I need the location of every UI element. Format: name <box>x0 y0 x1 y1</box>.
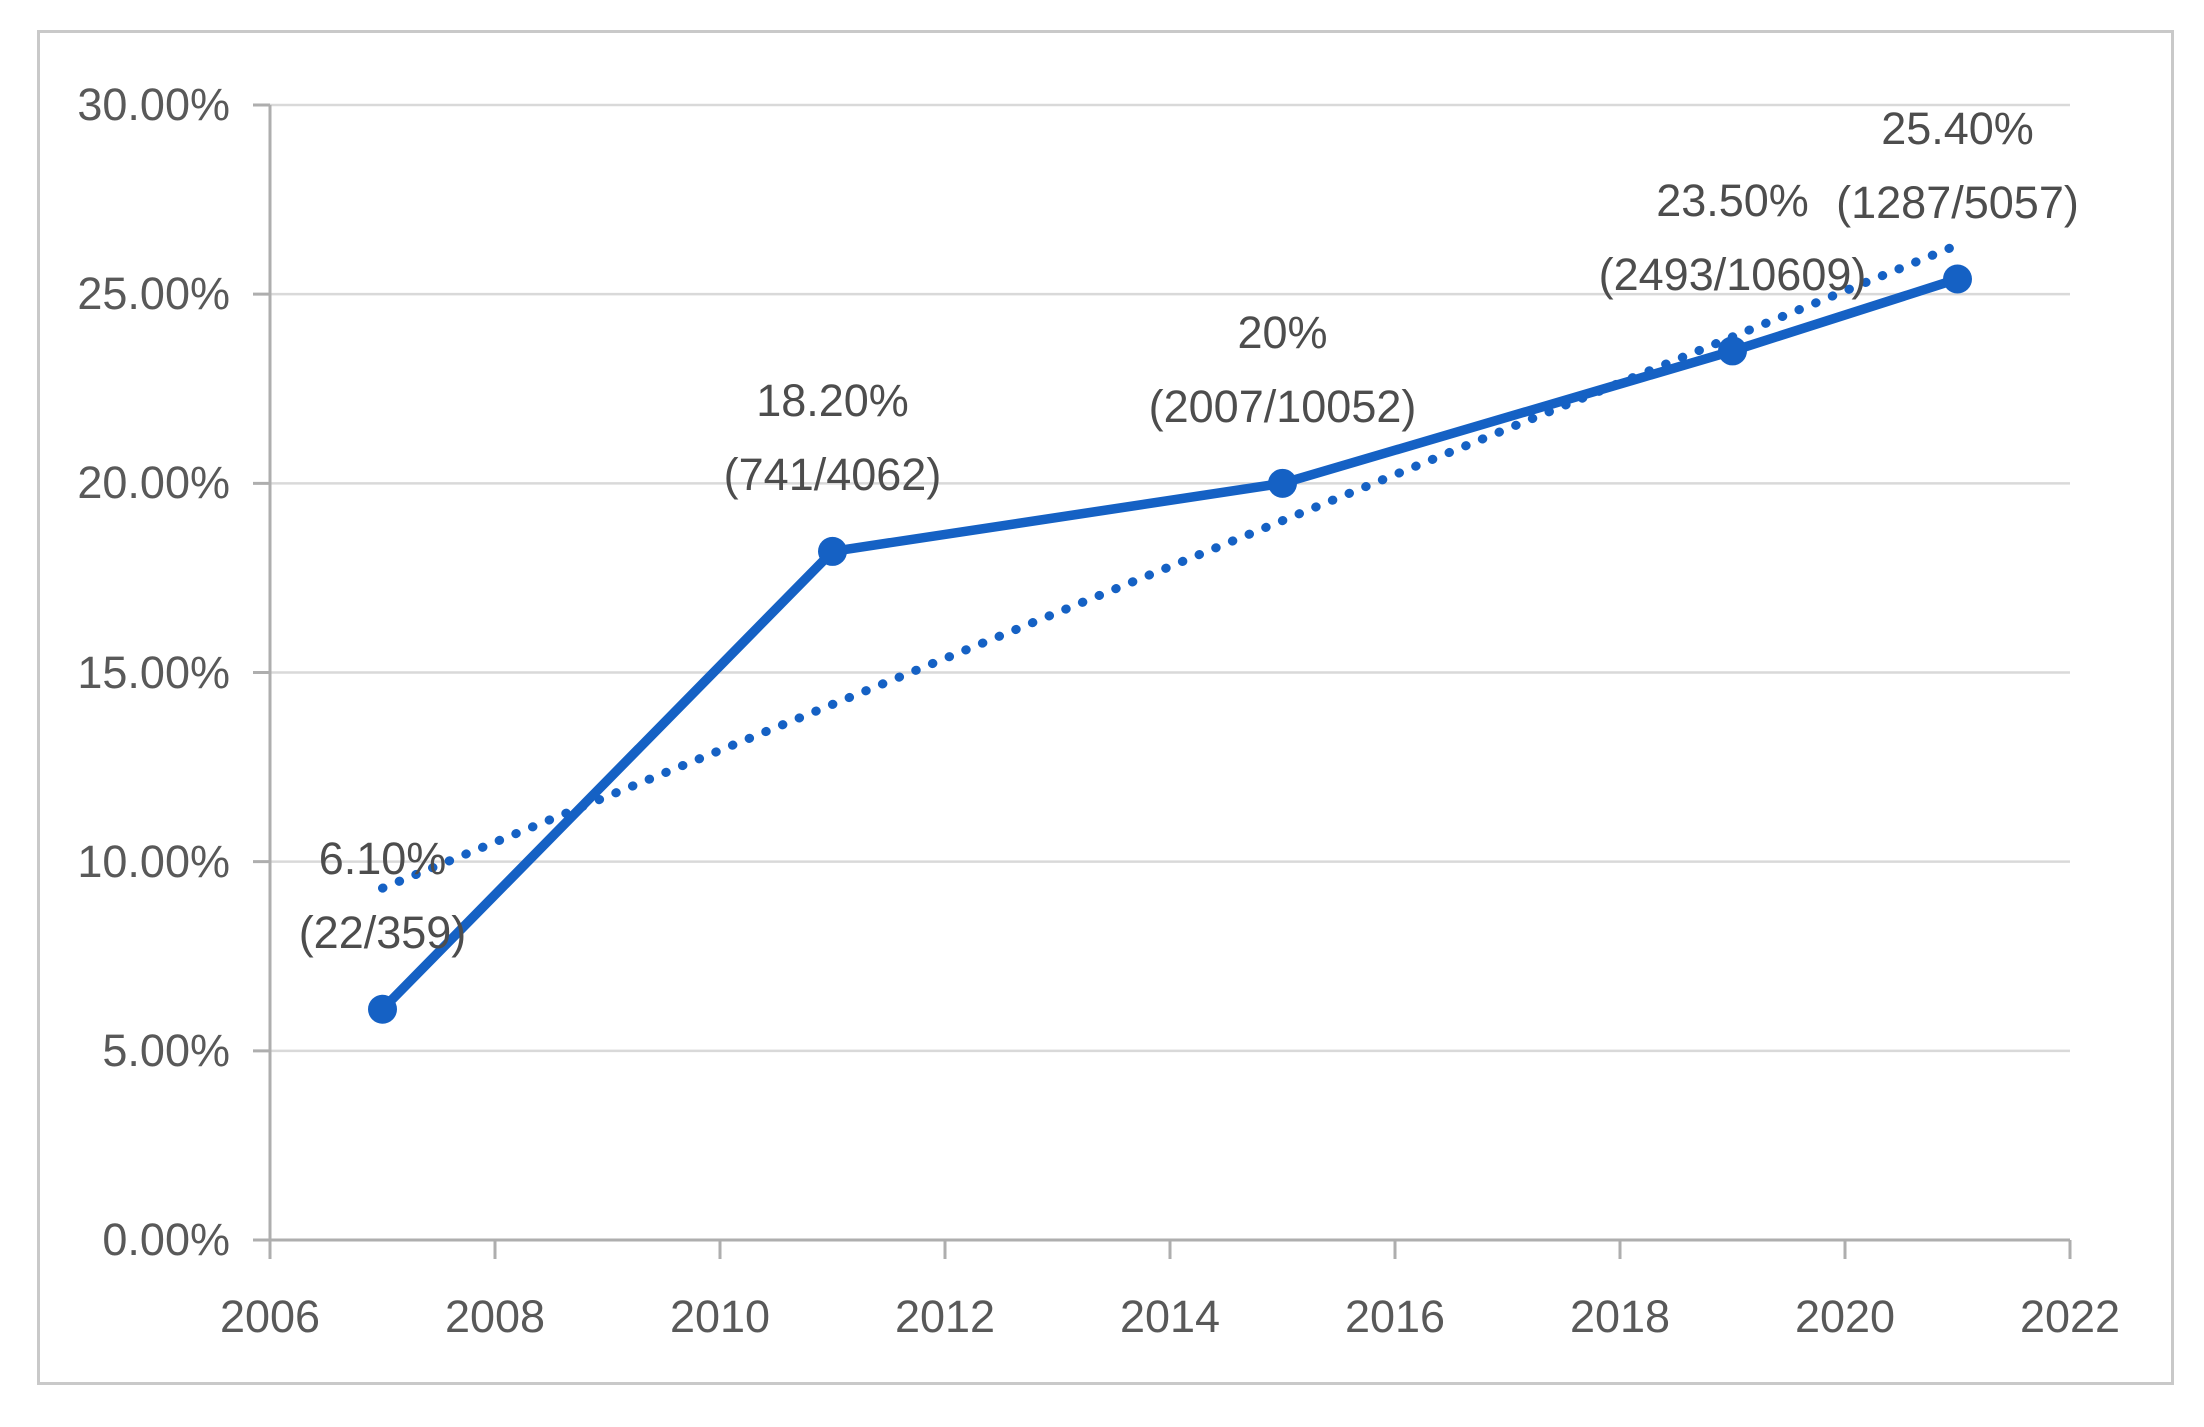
trendline <box>378 240 1962 893</box>
data-point-marker <box>1943 264 1972 294</box>
series-line <box>379 274 1959 1013</box>
data-point-marker <box>368 994 397 1024</box>
data-point-marker <box>818 536 847 566</box>
chart-frame <box>37 30 2174 1385</box>
data-point-marker <box>1268 468 1297 498</box>
data-point-marker <box>1718 336 1747 366</box>
